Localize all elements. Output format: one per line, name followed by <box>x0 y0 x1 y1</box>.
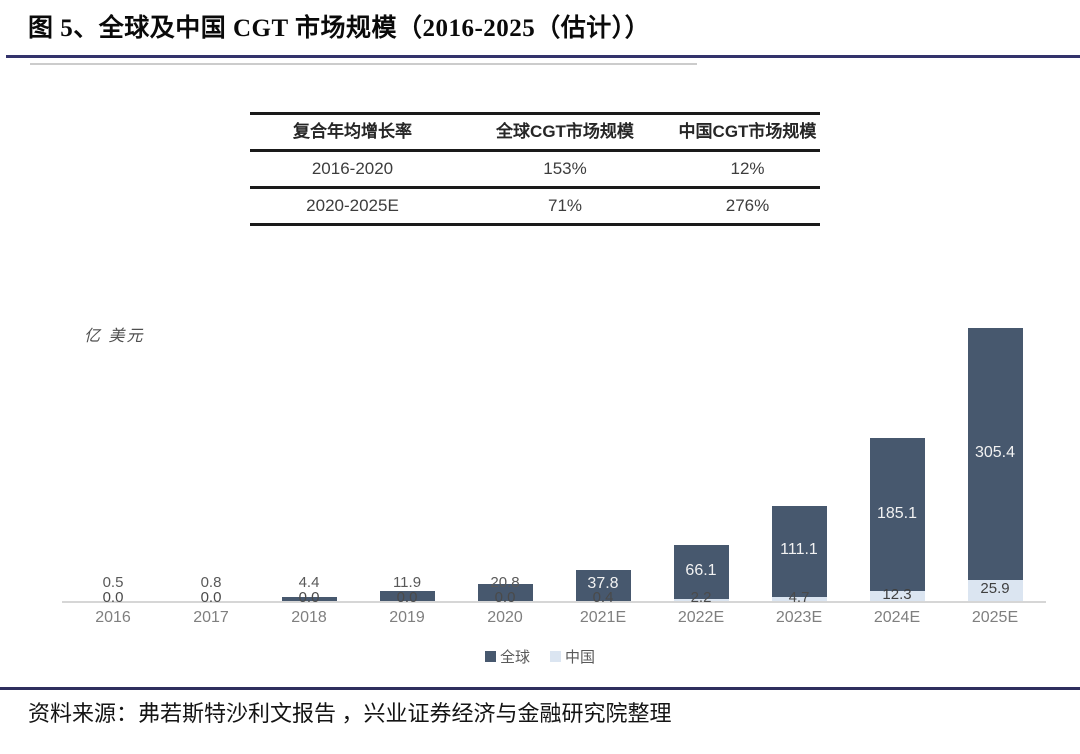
bar-label-global: 185.1 <box>876 504 918 522</box>
legend-swatch-china <box>550 651 561 662</box>
bar-label-global: 111.1 <box>780 541 818 559</box>
bar-label-global: 4.4 <box>298 574 320 591</box>
x-tick-label: 2017 <box>193 609 229 626</box>
title-divider-line <box>6 55 1080 58</box>
bar-label-global: 37.8 <box>587 575 619 593</box>
bar-china <box>771 597 827 601</box>
bar-label-global: 305.4 <box>974 443 1016 461</box>
x-tick-label: 2021E <box>579 609 627 626</box>
table-cell: 153% <box>455 152 675 189</box>
bar-global <box>869 438 925 591</box>
bar-label-china: 4.7 <box>788 589 810 606</box>
bar-label-global: 11.9 <box>392 574 422 591</box>
x-tick-label: 2016 <box>95 609 131 626</box>
legend-swatch-global <box>484 651 496 662</box>
x-tick-label: 2018 <box>291 609 327 626</box>
bar-global <box>771 505 827 598</box>
bar-china <box>869 590 925 601</box>
chart-legend: 全球 中国 <box>0 646 1080 667</box>
legend-item: 全球 <box>484 646 530 667</box>
x-tick-label: 2024E <box>873 609 921 626</box>
table-cell: 276% <box>675 189 820 226</box>
footer-divider-line <box>0 687 1080 690</box>
bar-label-china: 25.9 <box>980 580 1010 598</box>
bar-label-china: 12.3 <box>882 585 912 603</box>
bar-label-global: 66.1 <box>685 561 717 579</box>
bar-global <box>379 591 435 601</box>
x-tick-label: 2022E <box>677 609 725 626</box>
bar-label-china: 0.4 <box>592 589 614 606</box>
y-axis-unit-label: 亿 美元 <box>84 328 145 345</box>
title-subdivider-line <box>30 63 697 65</box>
bar-label-china: 0.0 <box>396 589 418 606</box>
bar-label-global: 0.8 <box>200 574 222 591</box>
bar-label-china: 0.0 <box>494 589 516 606</box>
x-axis-line <box>62 601 1046 603</box>
table-cell: 2016-2020 <box>250 152 455 189</box>
bar-label-china: 2.2 <box>690 589 712 606</box>
table-header-cell: 中国CGT市场规模 <box>675 115 820 152</box>
table-cell: 71% <box>455 189 675 226</box>
bar-china <box>673 599 729 601</box>
legend-label: 中国 <box>565 649 596 666</box>
bar-global <box>575 569 631 601</box>
x-tick-label: 2020 <box>487 609 523 626</box>
cagr-table: 复合年均增长率 全球CGT市场规模 中国CGT市场规模 2016-2020 153% 12… <box>250 112 820 226</box>
figure-title: 图 5、全球及中国 CGT 市场规模（2016-2025（估计）） <box>28 15 651 42</box>
bar-label-china: 0.0 <box>298 589 320 606</box>
bar-label-china: 0.0 <box>200 589 222 606</box>
x-tick-label: 2023E <box>775 609 823 626</box>
bar-label-china: 0.0 <box>102 589 124 606</box>
bar-global <box>477 583 533 601</box>
legend-label: 全球 <box>499 649 530 666</box>
bar-global <box>281 597 337 601</box>
bar-label-global: 20.8 <box>490 574 520 591</box>
table-cell: 2020-2025E <box>250 189 455 226</box>
table-header-cell: 全球CGT市场规模 <box>455 115 675 152</box>
bar-global <box>673 544 729 600</box>
bar-global <box>967 328 1023 580</box>
x-tick-label: 2025E <box>971 609 1019 626</box>
x-tick-label: 2019 <box>389 609 425 626</box>
legend-item: 中国 <box>550 646 595 667</box>
bar-label-global: 0.5 <box>102 574 124 591</box>
table-header-cell: 复合年均增长率 <box>250 115 455 152</box>
table-cell: 12% <box>675 152 820 189</box>
bar-china <box>967 579 1023 601</box>
source-note: 资料来源：弗若斯特沙利文报告 ，兴业证券经济与金融研究院整理 <box>28 701 672 726</box>
